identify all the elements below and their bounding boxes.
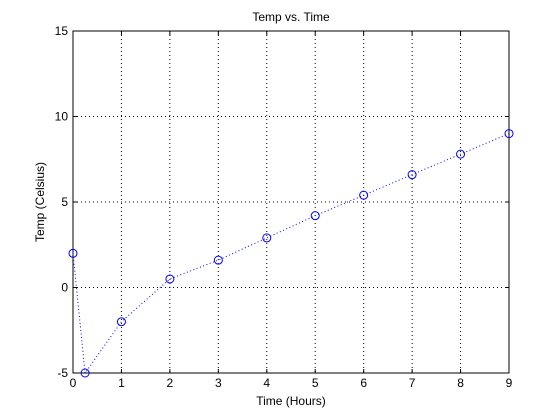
x-tick-label: 0	[70, 376, 77, 390]
data-point	[407, 170, 417, 180]
y-tick-label: 5	[61, 195, 68, 209]
chart-title: Temp vs. Time	[252, 10, 330, 24]
data-point	[359, 190, 369, 200]
data-point	[504, 129, 514, 139]
x-tick-label: 7	[409, 376, 416, 390]
grid	[73, 31, 509, 373]
x-tick-label: 3	[215, 376, 222, 390]
series-line	[72, 133, 510, 375]
y-tick-label: 10	[55, 110, 69, 124]
data-point	[213, 255, 223, 265]
data-point	[116, 317, 126, 327]
plot-background	[73, 31, 509, 373]
data-point	[68, 248, 78, 258]
y-tick-label: 0	[61, 281, 68, 295]
x-tick-label: 2	[167, 376, 174, 390]
data-point	[456, 149, 466, 159]
x-tick-label: 1	[118, 376, 125, 390]
y-tick-label: -5	[57, 366, 68, 380]
x-tick-label: 9	[506, 376, 513, 390]
data-point	[165, 274, 175, 284]
data-point	[80, 368, 90, 378]
x-tick-label: 5	[312, 376, 319, 390]
data-point	[262, 233, 272, 243]
x-tick-label: 4	[263, 376, 270, 390]
data-series	[68, 129, 514, 378]
y-tick-label: 15	[55, 24, 69, 38]
x-axis-label: Time (Hours)	[256, 394, 326, 408]
y-axis-label: Temp (Celsius)	[33, 162, 47, 242]
x-tick-label: 8	[457, 376, 464, 390]
x-tick-label: 6	[360, 376, 367, 390]
data-point	[310, 211, 320, 221]
